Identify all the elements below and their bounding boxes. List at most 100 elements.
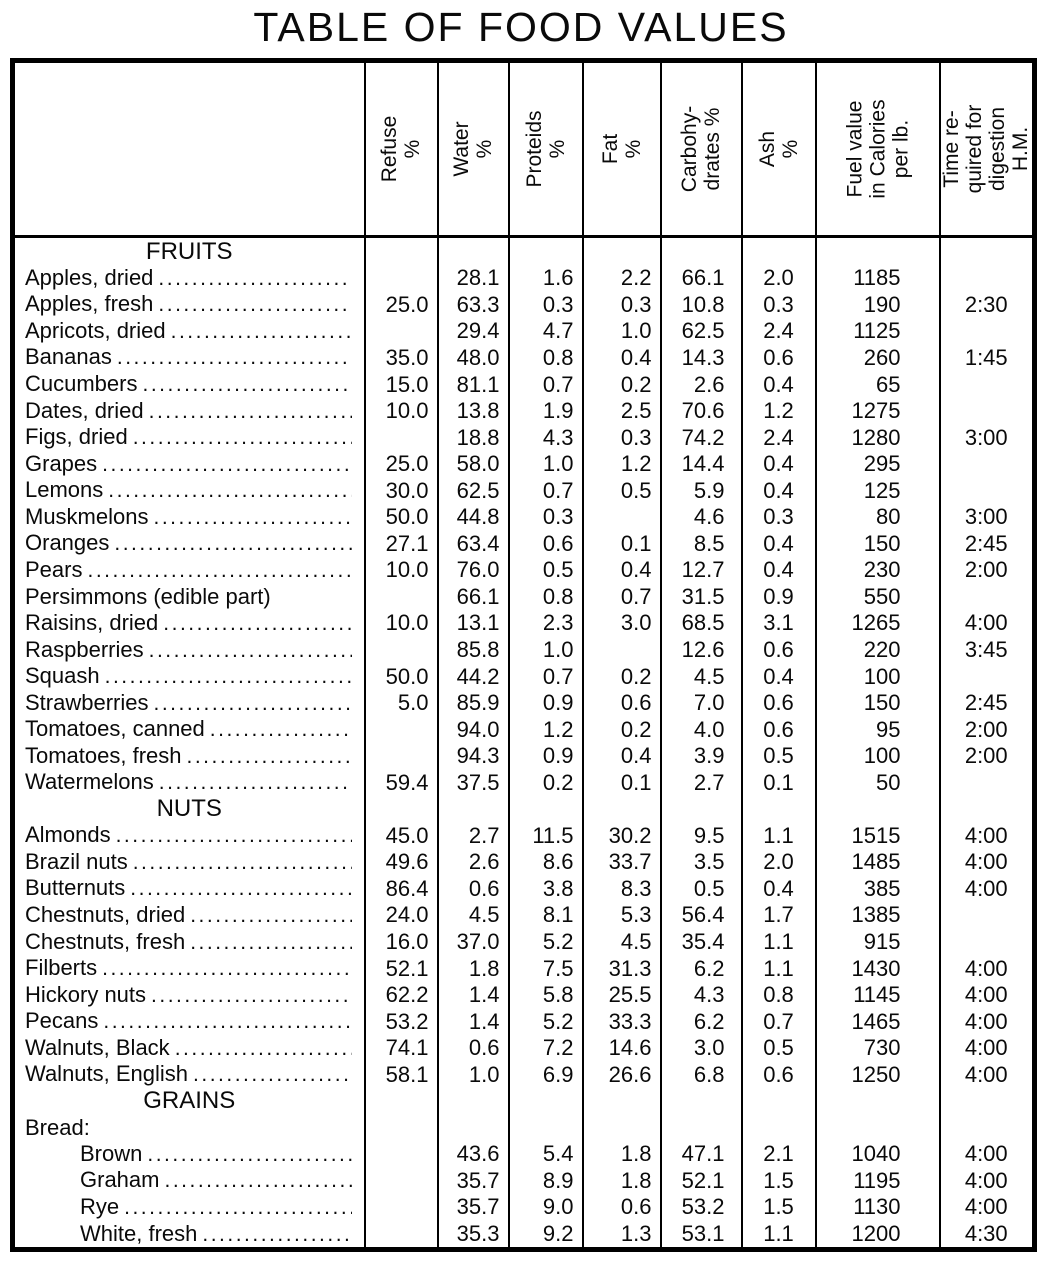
cell-water [436,1114,509,1141]
cell-ash: 0.4 [740,476,816,504]
food-name-cell: Raspberries.............................… [13,636,365,663]
cell-water: 1.4 [436,981,509,1008]
cell-time: 4:30 [938,1220,1035,1250]
table-row: Dates, dried............................… [13,397,1035,424]
cell-proteids: 0.5 [507,556,583,584]
cell-ash: 0.6 [740,689,816,716]
cell-refuse [363,1087,438,1115]
cell-water: 28.1 [436,264,509,292]
cell-proteids: 0.9 [507,689,583,716]
cell-ash: 0.4 [740,875,816,902]
food-name-cell: White, fresh............................… [13,1220,365,1249]
cell-proteids [507,236,583,265]
cell-fuel: 915 [814,928,940,955]
cell-water: 44.2 [436,662,509,690]
cell-time: 4:00 [938,1060,1035,1088]
food-name-cell: Strawberries............................… [13,689,365,716]
cell-water: 37.0 [436,928,509,955]
cell-fat: 4.5 [581,928,661,955]
cell-water: 4.5 [436,901,509,929]
table-row: Walnuts, English........................… [13,1060,1035,1088]
food-name: Chestnuts, dried [25,901,186,927]
cell-water: 94.3 [436,742,509,769]
cell-proteids: 4.7 [507,317,583,345]
cell-refuse: 10.0 [363,397,438,424]
col-header-digestion-time: Time re- quired for digestion H.M. [938,60,1035,238]
food-name: Butternuts [25,875,126,901]
cell-fat [581,795,661,823]
cell-refuse [363,742,438,769]
cell-carbo: 12.7 [659,556,742,584]
cell-water: 63.4 [436,530,509,557]
cell-ash [740,1114,816,1141]
cell-proteids: 8.1 [507,901,583,929]
cell-fat: 0.3 [581,291,661,318]
cell-fuel: 295 [814,450,940,477]
food-name-cell: Butternuts..............................… [13,875,365,902]
food-name: Persimmons (edible part) [25,583,271,609]
food-name-cell: Grapes..................................… [13,450,365,477]
cell-fuel: 100 [814,662,940,690]
cell-fat [581,1087,661,1115]
cell-fuel: 1200 [814,1220,940,1250]
food-name: Apples, dried [25,264,154,290]
cell-proteids: 9.0 [507,1193,583,1221]
cell-time [938,768,1035,796]
cell-fuel: 1465 [814,1007,940,1035]
cell-fat: 0.5 [581,476,661,504]
food-name-cell: Tomatoes, fresh.........................… [13,742,365,769]
cell-ash: 0.6 [740,715,816,743]
cell-water: 66.1 [436,583,509,610]
section-header-row: FRUITS [13,236,1035,265]
cell-carbo: 14.3 [659,344,742,371]
cell-carbo: 6.2 [659,1007,742,1035]
cell-carbo: 4.5 [659,662,742,690]
food-name-cell: Squash..................................… [13,663,365,690]
cell-fuel: 260 [814,344,940,371]
cell-refuse: 27.1 [363,530,438,557]
cell-proteids [507,1114,583,1141]
col-header-refuse: Refuse % [363,60,438,238]
cell-ash: 0.4 [740,530,816,557]
cell-time: 4:00 [938,1140,1035,1168]
cell-refuse: 25.0 [363,450,438,477]
table-row: Strawberries............................… [13,689,1035,716]
cell-proteids: 11.5 [507,822,583,849]
dotted-leader: ........................................… [190,930,351,954]
dotted-leader: ........................................… [142,373,351,397]
cell-refuse: 50.0 [363,503,438,531]
table-row: Lemons..................................… [13,476,1035,504]
col-header-water-label: Water % [449,121,496,177]
dotted-leader: ........................................… [102,957,352,981]
cell-ash: 0.6 [740,1060,816,1088]
food-name-cell: Raisins, dried..........................… [13,610,365,637]
table-row: Pecans..................................… [13,1007,1035,1035]
table-row: White, fresh............................… [13,1220,1035,1250]
table-row: Apples, dried...........................… [13,264,1035,292]
food-name: Pecans [25,1008,99,1034]
cell-fat: 0.4 [581,344,661,371]
cell-carbo: 2.6 [659,370,742,398]
cell-water: 18.8 [436,423,509,451]
table-row: Raisins, dried..........................… [13,609,1035,637]
cell-fuel: 220 [814,636,940,663]
cell-water: 0.6 [436,1034,509,1061]
cell-carbo: 8.5 [659,530,742,557]
cell-fuel: 1185 [814,264,940,292]
cell-proteids: 7.5 [507,954,583,982]
cell-ash: 1.2 [740,397,816,424]
cell-refuse: 74.1 [363,1034,438,1061]
food-name: Watermelons [25,769,154,795]
cell-fuel [814,795,940,823]
food-name-cell: Walnuts, Black..........................… [13,1034,365,1061]
cell-carbo [659,1114,742,1141]
col-header-carbohydrates-label: Carbohy- drates % [677,105,724,193]
cell-fat: 0.2 [581,662,661,690]
cell-time: 4:00 [938,954,1035,982]
table-row: Watermelons.............................… [13,768,1035,796]
cell-carbo: 53.1 [659,1220,742,1250]
header-row: Refuse % Water % Proteids % Fat % Carboh… [12,60,1035,238]
food-name-cell: Filberts................................… [13,955,365,982]
food-name: Graham [80,1167,160,1193]
cell-fuel: 80 [814,503,940,531]
